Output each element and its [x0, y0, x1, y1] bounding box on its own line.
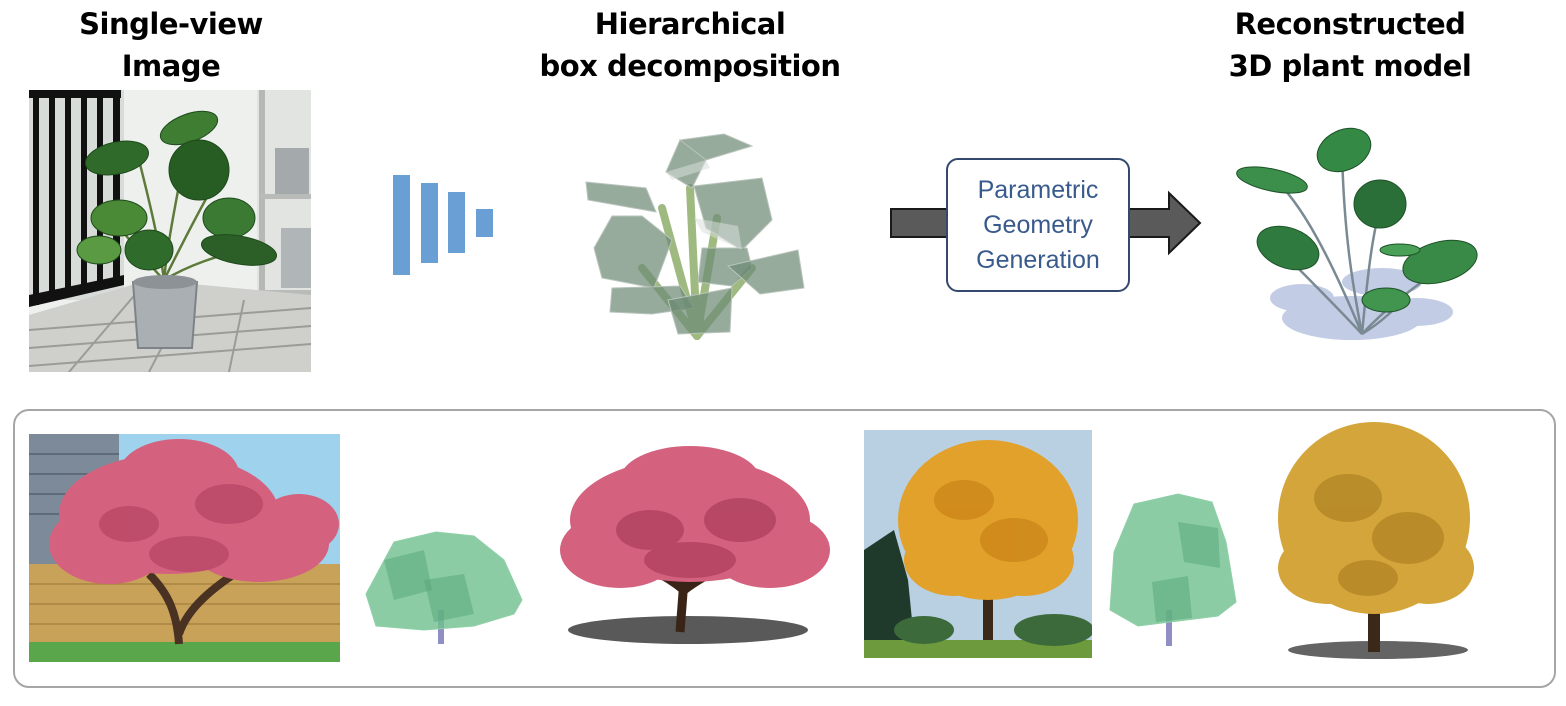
input-heading: Single-view Image — [40, 0, 302, 90]
output-heading: Reconstructed 3D plant model — [1200, 0, 1500, 90]
parametric-geometry-generation-box: Parametric Geometry Generation — [946, 158, 1130, 292]
reconstructed-monstera-render — [1236, 127, 1478, 340]
autumn-tree-proxy — [1109, 493, 1237, 646]
process-box-line-1: Parametric — [977, 175, 1099, 204]
input-heading-line-1: Single-view — [79, 7, 263, 41]
blossom-tree-photo — [29, 434, 340, 662]
blossom-tree-3d-model — [560, 446, 830, 644]
boxes-heading: Hierarchical box decomposition — [520, 0, 860, 90]
output-heading-line-2: 3D plant model — [1228, 49, 1472, 83]
encoder-bar-3 — [448, 192, 465, 253]
process-box-line-3: Generation — [976, 245, 1100, 274]
output-heading-line-1: Reconstructed — [1234, 7, 1466, 41]
blossom-tree-proxy — [365, 531, 523, 644]
encoder-bar-4 — [476, 209, 493, 237]
boxes-heading-line-1: Hierarchical — [594, 7, 786, 41]
input-plant-photo — [29, 90, 311, 372]
encoder-bar-1 — [393, 175, 410, 275]
encoder-bar-2 — [421, 183, 438, 263]
boxes-heading-line-2: box decomposition — [539, 49, 842, 83]
examples-frame — [13, 409, 1556, 688]
process-box-line-2: Geometry — [983, 210, 1093, 239]
autumn-tree-photo — [864, 430, 1092, 658]
box-decomposition-render — [585, 133, 805, 340]
encoder-network-icon — [393, 175, 493, 275]
golden-tree-3d-model — [1278, 422, 1474, 659]
input-heading-line-2: Image — [121, 49, 221, 83]
